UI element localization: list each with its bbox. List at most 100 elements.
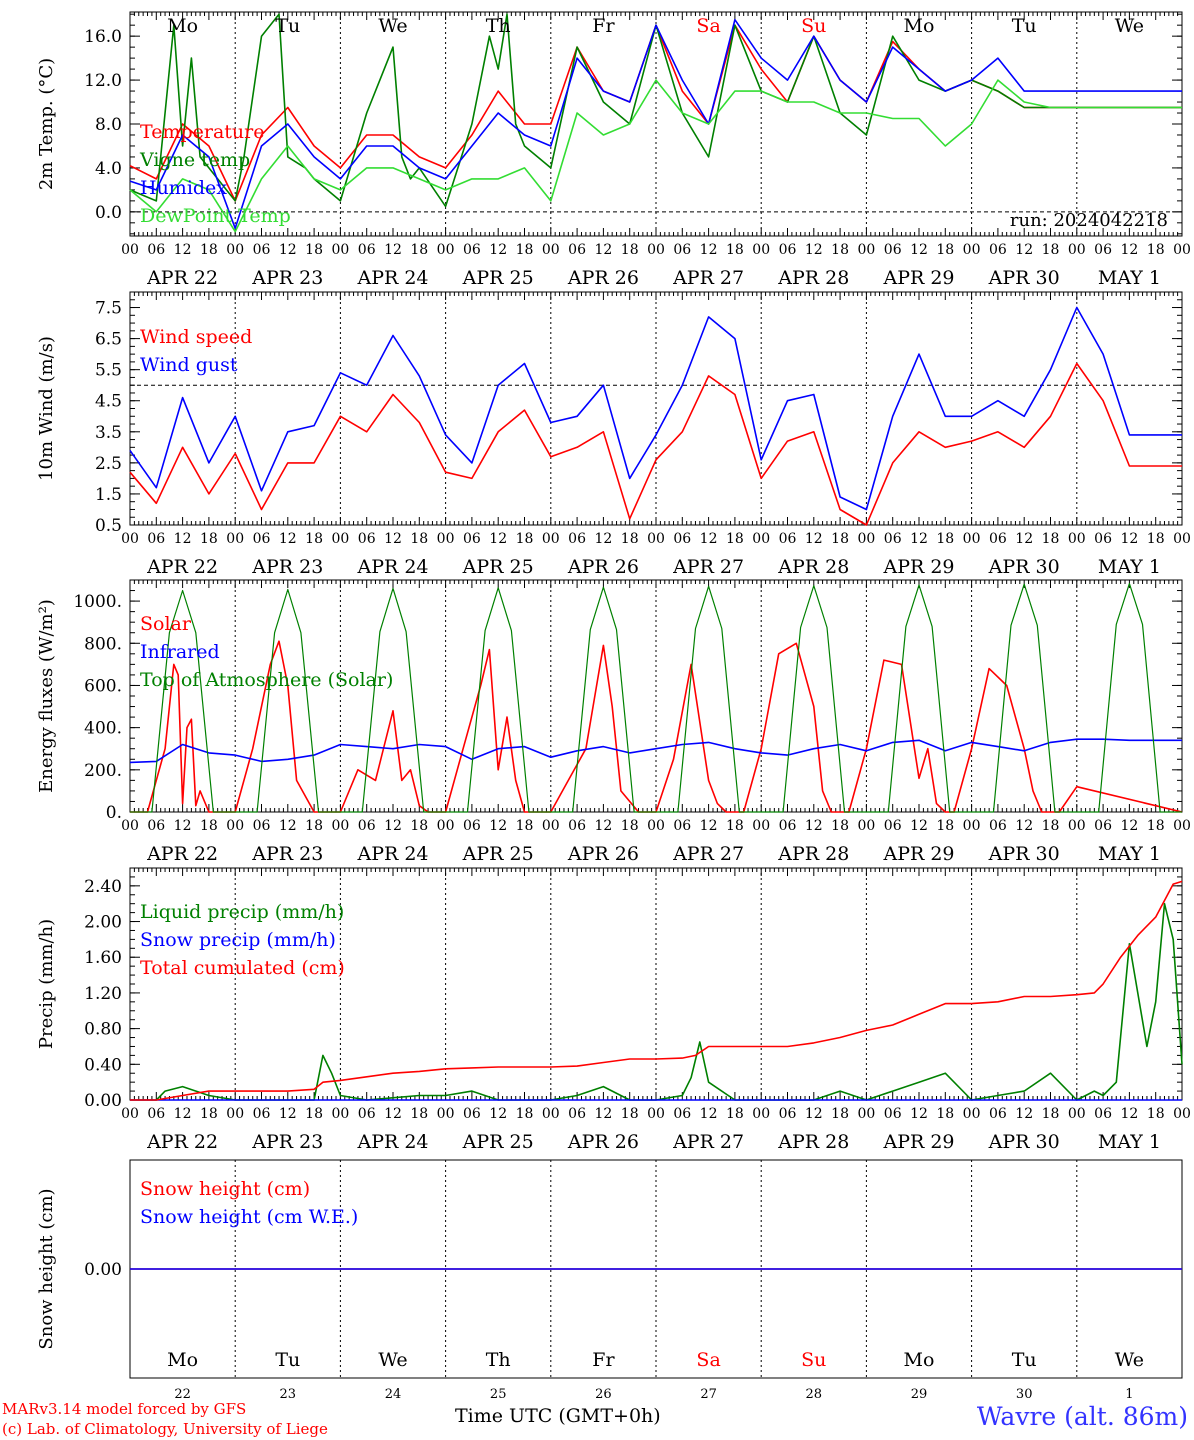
x-hour-label: 18 xyxy=(726,242,744,258)
x-hour-label: 18 xyxy=(410,531,428,547)
x-hour-label: 12 xyxy=(489,818,507,834)
x-date-label: APR 23 xyxy=(251,1131,323,1153)
x-hour-label: 00 xyxy=(437,1106,455,1122)
day-number-label: 22 xyxy=(174,1387,191,1402)
x-hour-label: 06 xyxy=(147,1106,165,1122)
x-hour-label: 00 xyxy=(437,531,455,547)
panel-2 xyxy=(129,291,1183,526)
y-tick-label: 1000. xyxy=(73,592,122,612)
x-hour-label: 18 xyxy=(1042,1106,1060,1122)
weekday-label: Fr xyxy=(592,15,615,37)
x-hour-label: 12 xyxy=(805,1106,823,1122)
x-hour-label: 12 xyxy=(700,818,718,834)
x-hour-label: 06 xyxy=(884,242,902,258)
x-hour-label: 12 xyxy=(1015,242,1033,258)
x-hour-label: 18 xyxy=(1147,531,1165,547)
x-hour-label: 06 xyxy=(1094,531,1112,547)
y-tick-label: 0.5 xyxy=(95,516,122,536)
x-date-label: APR 30 xyxy=(988,1131,1060,1153)
weekday-label: Tu xyxy=(1012,1349,1037,1371)
x-hour-label: 00 xyxy=(647,818,665,834)
x-hour-label: 00 xyxy=(752,531,770,547)
x-hour-label: 00 xyxy=(226,818,244,834)
x-date-label: APR 29 xyxy=(882,843,954,865)
x-hour-label: 06 xyxy=(358,818,376,834)
series-line-top-of-atmosphere-solar- xyxy=(130,582,1182,813)
x-hour-label: 12 xyxy=(910,531,928,547)
x-hour-label: 00 xyxy=(331,531,349,547)
day-number-label: 24 xyxy=(385,1387,402,1402)
x-hour-label: 00 xyxy=(857,818,875,834)
weekday-label: Sa xyxy=(696,15,720,37)
x-hour-label: 18 xyxy=(726,818,744,834)
x-hour-label: 00 xyxy=(226,1106,244,1122)
x-date-label: APR 22 xyxy=(146,267,218,289)
x-hour-label: 12 xyxy=(594,242,612,258)
x-hour-label: 00 xyxy=(542,242,560,258)
x-date-label: APR 29 xyxy=(882,556,954,578)
x-axis-title: Time UTC (GMT+0h) xyxy=(455,1405,661,1427)
x-date-label: APR 27 xyxy=(672,1131,744,1153)
day-number-label: 1 xyxy=(1125,1387,1133,1402)
x-hour-label: 06 xyxy=(568,818,586,834)
x-hour-label: 18 xyxy=(1147,1106,1165,1122)
series-line-dewpoint-temp xyxy=(129,79,1182,233)
x-hour-label: 00 xyxy=(121,242,139,258)
x-hour-label: 06 xyxy=(989,242,1007,258)
y-tick-label: 7.5 xyxy=(95,299,122,319)
x-hour-label: 06 xyxy=(253,1106,271,1122)
y-tick-label: 1.20 xyxy=(84,984,122,1004)
x-date-label: APR 30 xyxy=(988,556,1060,578)
x-hour-label: 00 xyxy=(752,242,770,258)
location-title: Wavre (alt. 86m) xyxy=(976,1402,1188,1431)
x-hour-label: 18 xyxy=(200,242,218,258)
x-hour-label: 18 xyxy=(410,818,428,834)
weekday-label: Tu xyxy=(275,1349,300,1371)
credit-line-2: (c) Lab. of Climatology, University of L… xyxy=(2,1420,328,1438)
y-tick-label: 4.5 xyxy=(95,392,122,412)
y-axis-label: Snow height (cm) xyxy=(36,1188,57,1349)
weekday-label: Mo xyxy=(904,1349,935,1371)
day-number-label: 25 xyxy=(490,1387,507,1402)
y-tick-label: 6.5 xyxy=(95,330,122,350)
x-hour-label: 06 xyxy=(1094,1106,1112,1122)
x-date-label: APR 27 xyxy=(672,556,744,578)
x-date-label: APR 30 xyxy=(988,843,1060,865)
x-hour-label: 12 xyxy=(700,531,718,547)
x-hour-label: 12 xyxy=(1015,818,1033,834)
x-hour-label: 06 xyxy=(463,531,481,547)
panel-4 xyxy=(129,867,1183,1101)
x-date-label: APR 24 xyxy=(356,843,428,865)
x-hour-label: 00 xyxy=(331,242,349,258)
x-hour-label: 18 xyxy=(516,818,534,834)
x-hour-label: 12 xyxy=(594,818,612,834)
x-hour-label: 06 xyxy=(568,531,586,547)
weekday-label: Fr xyxy=(592,1349,615,1371)
x-hour-label: 18 xyxy=(516,242,534,258)
credit-line-1: MARv3.14 model forced by GFS xyxy=(2,1400,247,1418)
x-hour-label: 00 xyxy=(226,242,244,258)
x-hour-label: 12 xyxy=(805,531,823,547)
x-hour-label: 00 xyxy=(226,531,244,547)
x-hour-label: 06 xyxy=(253,242,271,258)
y-tick-label: 1.60 xyxy=(84,948,122,968)
x-hour-label: 18 xyxy=(1042,531,1060,547)
weekday-label: Th xyxy=(486,15,511,37)
x-hour-label: 18 xyxy=(1042,242,1060,258)
x-hour-label: 18 xyxy=(200,1106,218,1122)
day-number-label: 28 xyxy=(806,1387,823,1402)
x-hour-label: 00 xyxy=(121,818,139,834)
x-hour-label: 06 xyxy=(147,242,165,258)
x-hour-label: 00 xyxy=(1173,531,1191,547)
x-hour-label: 12 xyxy=(1120,242,1138,258)
x-hour-label: 06 xyxy=(463,818,481,834)
weekday-label: We xyxy=(378,15,407,37)
x-hour-label: 06 xyxy=(358,531,376,547)
x-hour-label: 06 xyxy=(884,531,902,547)
y-tick-label: 4.0 xyxy=(95,159,122,179)
x-hour-label: 12 xyxy=(594,531,612,547)
x-hour-label: 12 xyxy=(910,818,928,834)
x-hour-label: 06 xyxy=(147,818,165,834)
x-hour-label: 12 xyxy=(700,242,718,258)
legend-entry: Infrared xyxy=(140,641,220,663)
